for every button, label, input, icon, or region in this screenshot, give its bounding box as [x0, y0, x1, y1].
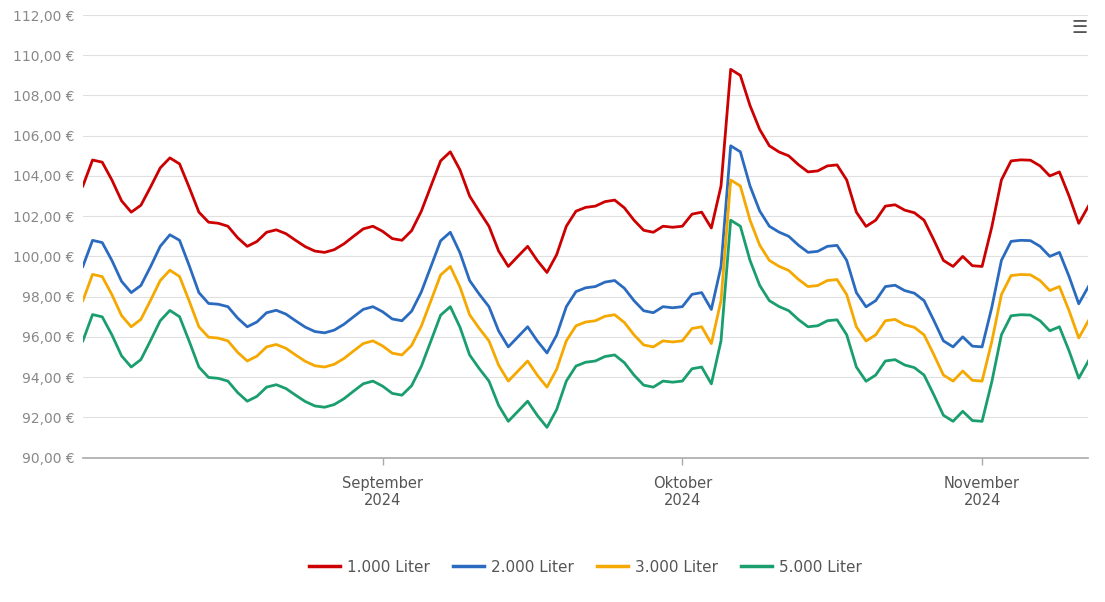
- Legend: 1.000 Liter, 2.000 Liter, 3.000 Liter, 5.000 Liter: 1.000 Liter, 2.000 Liter, 3.000 Liter, 5…: [303, 554, 869, 581]
- Text: ☰: ☰: [1071, 19, 1087, 37]
